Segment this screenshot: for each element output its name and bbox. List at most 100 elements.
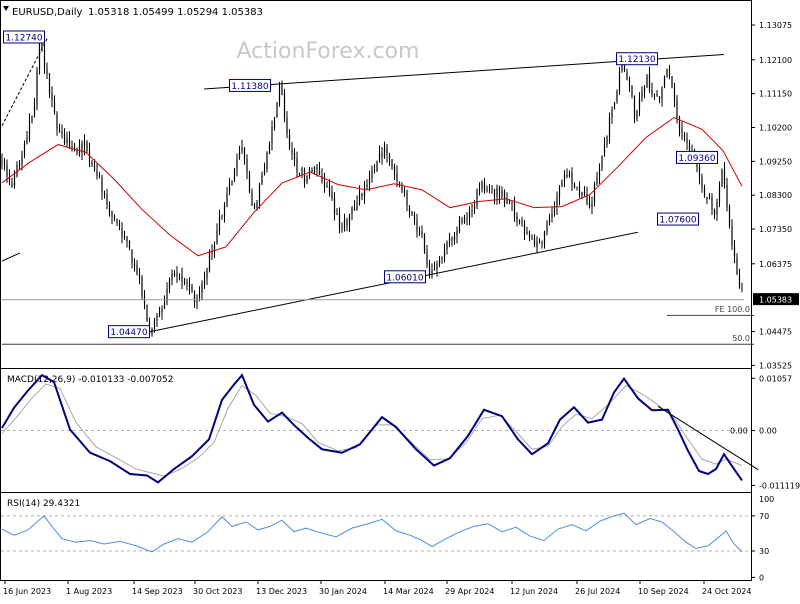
candle-body xyxy=(128,241,131,250)
candle-body xyxy=(538,241,541,243)
candle-body xyxy=(573,183,576,188)
candle-body xyxy=(336,213,338,216)
candle-body xyxy=(436,263,438,270)
candle-body xyxy=(418,230,421,231)
y-tick-label: 1.08300 xyxy=(759,191,792,200)
candle-body xyxy=(478,189,481,191)
candle-body xyxy=(101,177,103,193)
candle-body xyxy=(283,93,286,118)
candle-body xyxy=(618,71,621,92)
candle-body xyxy=(596,176,598,185)
candle-body xyxy=(466,217,468,219)
candle-body xyxy=(583,191,586,196)
candle-body xyxy=(361,194,363,196)
candle-body xyxy=(458,219,461,232)
candle-body xyxy=(608,117,611,138)
candle-body xyxy=(248,172,251,192)
candle-body xyxy=(351,207,353,215)
candle-body xyxy=(673,87,676,100)
candle-body xyxy=(81,143,83,153)
macd-y-tick-label: -0.011119 xyxy=(759,481,800,490)
candle-body xyxy=(3,161,6,166)
candle-body xyxy=(551,213,553,217)
candle-body xyxy=(243,147,246,158)
candle-body xyxy=(333,197,336,215)
x-tick-label: 30 Jan 2024 xyxy=(319,587,367,596)
candle-body xyxy=(403,190,406,193)
ohlc-readout: 1.05318 1.05499 1.05294 1.05383 xyxy=(88,7,263,18)
price-trendline xyxy=(1,252,21,262)
macd-title: MACD(12,26,9) -0.010133 -0.007052 xyxy=(7,375,173,385)
candle-body xyxy=(383,147,386,158)
candle-body xyxy=(431,269,433,275)
candle-body xyxy=(391,159,393,168)
x-tick-label: 1 Aug 2023 xyxy=(66,587,112,596)
candle-body xyxy=(186,282,188,284)
level-lines-layer: FE 100.0 50.0 xyxy=(2,299,754,345)
candle-body xyxy=(236,159,238,169)
candle-body xyxy=(581,192,583,196)
candle-body xyxy=(338,213,341,228)
candle-body xyxy=(578,187,581,195)
candle-body xyxy=(443,250,446,258)
rsi-y-tick-label: 70 xyxy=(759,512,769,521)
x-tick-label: 24 Oct 2024 xyxy=(702,587,751,596)
rsi-y-tick-label: 0 xyxy=(759,573,764,582)
candle-body xyxy=(488,189,491,191)
candle-body xyxy=(353,207,356,211)
candle-body xyxy=(61,131,63,135)
candle-body xyxy=(323,180,326,187)
candle-body xyxy=(68,138,71,148)
candle-body xyxy=(598,168,601,177)
candle-body xyxy=(546,222,548,233)
x-tick-label: 14 Sep 2023 xyxy=(132,587,183,596)
candle-body xyxy=(648,74,651,90)
candle-body xyxy=(411,211,413,215)
price-annotation-label: 1.09360 xyxy=(678,154,715,164)
candle-body xyxy=(616,91,618,102)
candle-body xyxy=(396,173,398,182)
candle-body xyxy=(376,161,378,172)
candle-body xyxy=(153,320,156,330)
candle-body xyxy=(281,85,283,95)
candle-body xyxy=(513,203,516,217)
candle-body xyxy=(286,117,288,134)
candle-body xyxy=(103,193,106,195)
candle-body xyxy=(251,191,253,206)
candle-body xyxy=(191,286,193,291)
candle-body xyxy=(258,184,261,204)
candle-body xyxy=(493,189,496,198)
candle-body xyxy=(593,183,596,203)
x-tick-label: 30 Oct 2023 xyxy=(193,587,242,596)
candle-body xyxy=(483,182,486,192)
candle-body xyxy=(301,168,303,175)
trendlines-layer xyxy=(1,36,725,333)
price-annotation-label: 1.11380 xyxy=(231,82,268,92)
price-annotation-box xyxy=(108,325,150,339)
candle-body xyxy=(13,175,16,187)
rsi-title: RSI(14) 29.4321 xyxy=(7,499,80,509)
candle-body xyxy=(726,184,728,208)
candle-body xyxy=(571,172,573,184)
candle-body xyxy=(706,197,708,200)
candle-body xyxy=(21,155,23,165)
menu-triangle-icon[interactable] xyxy=(3,6,9,11)
price-annotation-box xyxy=(384,270,426,284)
candle-body xyxy=(166,288,168,302)
rsi-panel-frame xyxy=(0,492,752,581)
candle-body xyxy=(533,237,536,247)
candle-body xyxy=(368,178,371,186)
last-price-marker xyxy=(753,293,799,306)
candle-body xyxy=(48,73,51,94)
candle-body xyxy=(113,216,116,219)
candle-body xyxy=(331,192,333,199)
candle-body xyxy=(586,194,588,205)
candle-body xyxy=(558,186,561,198)
candle-body xyxy=(223,205,226,216)
candle-body xyxy=(58,129,61,133)
candle-body xyxy=(26,138,28,145)
x-tick-label: 26 Jul 2024 xyxy=(575,587,620,596)
candle-body xyxy=(643,87,646,92)
candle-body xyxy=(53,101,56,114)
